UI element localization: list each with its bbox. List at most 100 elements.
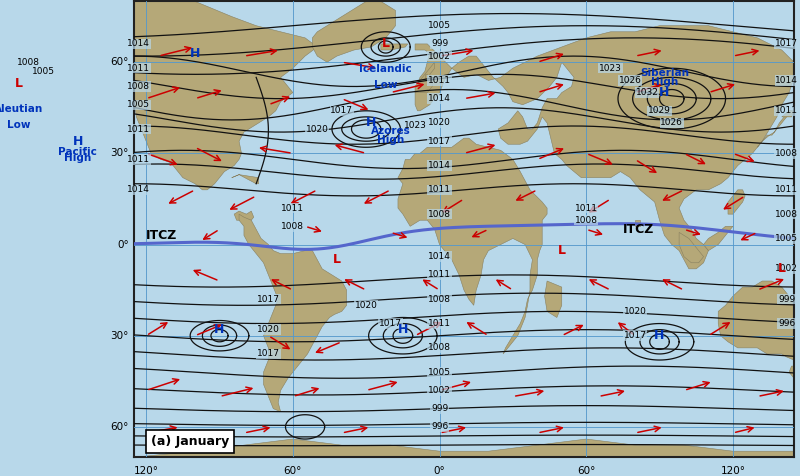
Polygon shape <box>728 190 745 214</box>
Text: 60°: 60° <box>284 466 302 476</box>
Text: 1029: 1029 <box>648 106 671 115</box>
Polygon shape <box>232 175 258 184</box>
Polygon shape <box>31 1 318 190</box>
Polygon shape <box>381 44 408 50</box>
Polygon shape <box>239 214 346 412</box>
Text: Low: Low <box>7 120 30 130</box>
Polygon shape <box>134 439 794 457</box>
Text: High: High <box>651 78 678 88</box>
Text: Siberian: Siberian <box>640 68 689 78</box>
Text: 1014: 1014 <box>127 40 150 49</box>
Text: 1017: 1017 <box>379 319 402 328</box>
Text: 1011: 1011 <box>428 76 451 85</box>
Text: 1026: 1026 <box>618 76 642 85</box>
Text: 996: 996 <box>431 422 448 431</box>
Text: 999: 999 <box>431 404 448 413</box>
Text: 1017: 1017 <box>623 331 646 340</box>
Text: 1011: 1011 <box>127 125 150 134</box>
Text: 30°: 30° <box>110 149 129 159</box>
Polygon shape <box>305 0 395 62</box>
Polygon shape <box>425 74 427 80</box>
Text: 1023: 1023 <box>599 64 622 73</box>
Text: L: L <box>778 262 786 275</box>
Polygon shape <box>415 62 434 92</box>
Text: 1008: 1008 <box>282 222 304 231</box>
Text: H: H <box>659 86 670 99</box>
Text: 1008: 1008 <box>428 343 451 352</box>
Text: 1014: 1014 <box>428 94 451 103</box>
Text: L: L <box>15 77 23 90</box>
Text: 1005: 1005 <box>428 21 451 30</box>
Text: 60°: 60° <box>577 466 595 476</box>
Text: Aleutian: Aleutian <box>0 104 44 114</box>
Text: 1011: 1011 <box>428 185 451 194</box>
Text: H: H <box>366 117 376 129</box>
Text: H: H <box>73 135 83 148</box>
Text: 1011: 1011 <box>574 204 598 213</box>
Text: 1005: 1005 <box>428 367 451 377</box>
Text: 1020: 1020 <box>624 307 646 316</box>
Text: 60°: 60° <box>110 57 129 67</box>
Text: 999: 999 <box>778 295 795 304</box>
Text: 1011: 1011 <box>428 270 451 279</box>
Text: 1020: 1020 <box>428 119 451 128</box>
Text: L: L <box>382 38 390 50</box>
Text: High: High <box>377 135 404 145</box>
Polygon shape <box>782 111 794 117</box>
Text: 1017: 1017 <box>428 137 451 146</box>
Text: 1020: 1020 <box>354 301 378 310</box>
Text: 1014: 1014 <box>127 185 150 194</box>
Text: 1008: 1008 <box>775 149 798 158</box>
Polygon shape <box>758 111 791 147</box>
Text: 60°: 60° <box>110 422 129 432</box>
Text: 1008: 1008 <box>428 209 451 218</box>
Text: H: H <box>214 323 225 336</box>
Text: ITCZ: ITCZ <box>623 223 654 236</box>
Text: High: High <box>64 153 91 163</box>
Polygon shape <box>545 281 562 317</box>
Text: L: L <box>333 253 341 266</box>
Text: 1011: 1011 <box>127 64 150 73</box>
Text: H: H <box>398 323 408 336</box>
Text: H: H <box>190 47 200 60</box>
Text: 1020: 1020 <box>257 325 280 334</box>
Text: 0°: 0° <box>117 239 129 249</box>
Text: 1014: 1014 <box>775 76 798 85</box>
Text: 0°: 0° <box>434 466 446 476</box>
Text: 1017: 1017 <box>775 40 798 49</box>
Text: 1032: 1032 <box>636 88 658 97</box>
Text: Azores: Azores <box>370 126 410 136</box>
Text: H: H <box>654 329 665 342</box>
Polygon shape <box>415 26 794 269</box>
Text: (a) January: (a) January <box>151 435 230 448</box>
Text: 1011: 1011 <box>775 185 798 194</box>
Text: 1011: 1011 <box>127 155 150 164</box>
Text: 1011: 1011 <box>282 204 304 213</box>
Text: 1008: 1008 <box>574 216 598 225</box>
Polygon shape <box>398 138 547 354</box>
Text: 1020: 1020 <box>306 125 329 134</box>
Text: 1011: 1011 <box>428 319 451 328</box>
Text: 1026: 1026 <box>660 119 683 128</box>
Polygon shape <box>789 366 800 378</box>
Text: L: L <box>558 244 566 257</box>
Text: 1011: 1011 <box>775 106 798 115</box>
Polygon shape <box>718 281 800 360</box>
Text: 1014: 1014 <box>428 161 451 170</box>
Text: 30°: 30° <box>110 331 129 341</box>
Text: 996: 996 <box>778 319 795 328</box>
Text: 1005: 1005 <box>775 234 798 243</box>
Text: 1005: 1005 <box>32 67 55 76</box>
Text: 1002: 1002 <box>428 386 451 395</box>
Text: ITCZ: ITCZ <box>146 229 178 242</box>
Text: 120°: 120° <box>134 466 158 476</box>
Text: Low: Low <box>374 80 398 90</box>
Text: Pacific: Pacific <box>58 147 97 157</box>
Text: Icelandic: Icelandic <box>359 64 412 74</box>
Text: 1017: 1017 <box>257 349 280 358</box>
Polygon shape <box>703 226 733 250</box>
Text: 1005: 1005 <box>127 100 150 109</box>
Text: 1002: 1002 <box>775 264 798 273</box>
Text: 1017: 1017 <box>257 295 280 304</box>
Text: 1014: 1014 <box>428 252 451 261</box>
